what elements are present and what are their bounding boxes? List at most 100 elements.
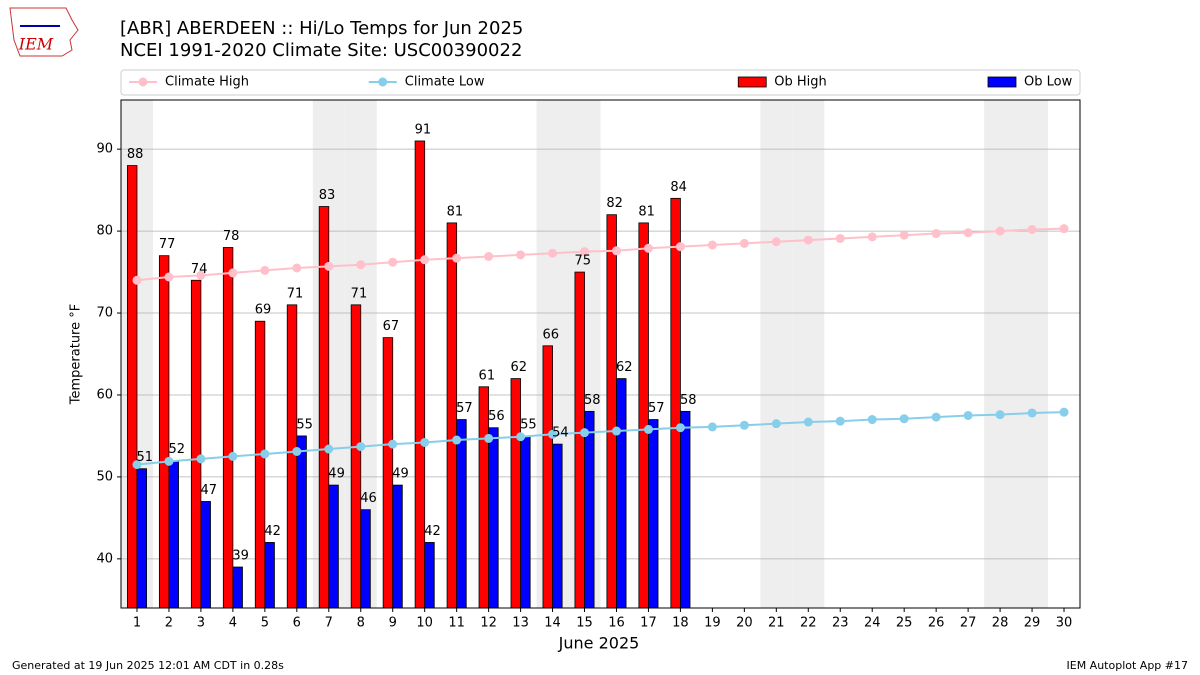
footer-right: IEM Autoplot App #17 bbox=[1067, 659, 1189, 672]
marker bbox=[1027, 408, 1037, 418]
bar bbox=[456, 419, 467, 609]
marker bbox=[452, 435, 462, 445]
shaded-day bbox=[760, 100, 793, 608]
chart-subtitle: NCEI 1991-2020 Climate Site: USC00390022 bbox=[120, 40, 522, 61]
logo-text: IEM bbox=[18, 35, 54, 54]
value-label: 46 bbox=[360, 491, 377, 506]
value-label: 91 bbox=[415, 122, 432, 137]
x-tick-label: 9 bbox=[389, 616, 397, 631]
value-label: 67 bbox=[383, 319, 400, 334]
x-tick-label: 1 bbox=[133, 616, 141, 631]
footer-left: Generated at 19 Jun 2025 12:01 AM CDT in… bbox=[12, 659, 284, 672]
marker bbox=[611, 426, 621, 436]
marker bbox=[388, 257, 398, 267]
bar bbox=[158, 255, 170, 609]
marker bbox=[931, 229, 941, 239]
marker bbox=[324, 444, 334, 454]
value-label: 57 bbox=[648, 401, 665, 416]
marker bbox=[228, 268, 238, 278]
value-label: 58 bbox=[584, 393, 601, 408]
bar bbox=[424, 542, 435, 609]
marker bbox=[771, 237, 781, 247]
value-label: 58 bbox=[680, 393, 697, 408]
bar bbox=[168, 460, 179, 609]
value-label: 77 bbox=[159, 237, 176, 252]
marker bbox=[196, 270, 206, 280]
y-tick-label: 60 bbox=[96, 387, 113, 402]
marker bbox=[164, 272, 174, 282]
bar bbox=[254, 320, 266, 609]
marker bbox=[548, 429, 558, 439]
legend-label: Ob High bbox=[774, 75, 827, 90]
x-tick-label: 16 bbox=[608, 616, 625, 631]
bar bbox=[392, 484, 403, 609]
marker bbox=[484, 251, 494, 261]
marker bbox=[452, 253, 462, 263]
bar bbox=[328, 484, 339, 609]
x-tick-label: 25 bbox=[896, 616, 913, 631]
x-tick-label: 2 bbox=[165, 616, 173, 631]
value-label: 47 bbox=[200, 483, 217, 498]
line bbox=[136, 227, 1065, 282]
value-label: 56 bbox=[488, 409, 505, 424]
bar bbox=[286, 304, 298, 609]
marker bbox=[643, 243, 653, 253]
marker bbox=[388, 439, 398, 449]
bar bbox=[200, 501, 211, 609]
x-tick-label: 18 bbox=[672, 616, 689, 631]
bar bbox=[584, 410, 595, 609]
x-tick-label: 5 bbox=[261, 616, 269, 631]
bar bbox=[350, 304, 362, 609]
marker bbox=[803, 417, 813, 427]
x-tick-label: 19 bbox=[704, 616, 721, 631]
bar bbox=[680, 410, 691, 609]
legend-label: Climate High bbox=[165, 75, 249, 90]
value-label: 54 bbox=[552, 426, 569, 441]
bar bbox=[574, 271, 585, 609]
x-tick-label: 24 bbox=[864, 616, 881, 631]
legend-marker bbox=[378, 77, 388, 87]
value-label: 55 bbox=[296, 417, 313, 432]
value-label: 75 bbox=[574, 254, 591, 269]
chart-title: [ABR] ABERDEEN :: Hi/Lo Temps for Jun 20… bbox=[120, 18, 523, 39]
value-label: 42 bbox=[264, 524, 281, 539]
shaded-day bbox=[1016, 100, 1049, 608]
value-label: 39 bbox=[232, 549, 249, 564]
legend-label: Ob Low bbox=[1024, 75, 1073, 90]
marker bbox=[963, 410, 973, 420]
value-label: 71 bbox=[351, 286, 368, 301]
x-tick-label: 21 bbox=[768, 616, 785, 631]
x-tick-label: 3 bbox=[197, 616, 205, 631]
x-tick-label: 8 bbox=[357, 616, 365, 631]
marker bbox=[771, 419, 781, 429]
value-label: 57 bbox=[456, 401, 473, 416]
marker bbox=[707, 422, 717, 432]
bar bbox=[648, 419, 659, 609]
marker bbox=[1059, 224, 1069, 234]
marker bbox=[675, 242, 685, 252]
marker bbox=[484, 433, 494, 443]
value-label: 71 bbox=[287, 286, 304, 301]
x-tick-label: 4 bbox=[229, 616, 237, 631]
marker bbox=[420, 255, 430, 265]
x-tick-label: 6 bbox=[293, 616, 301, 631]
marker bbox=[260, 265, 270, 275]
bar bbox=[616, 378, 627, 609]
marker bbox=[963, 228, 973, 238]
bar bbox=[542, 345, 553, 609]
value-label: 49 bbox=[392, 467, 409, 482]
marker bbox=[132, 275, 142, 285]
marker bbox=[995, 226, 1005, 236]
x-tick-label: 7 bbox=[325, 616, 333, 631]
marker bbox=[580, 428, 590, 438]
value-label: 81 bbox=[447, 204, 464, 219]
x-tick-label: 28 bbox=[992, 616, 1009, 631]
marker bbox=[292, 263, 302, 273]
marker bbox=[995, 410, 1005, 420]
value-label: 42 bbox=[424, 524, 441, 539]
value-label: 52 bbox=[168, 442, 185, 457]
x-tick-label: 17 bbox=[640, 616, 657, 631]
marker bbox=[899, 230, 909, 240]
legend-marker bbox=[138, 77, 148, 87]
